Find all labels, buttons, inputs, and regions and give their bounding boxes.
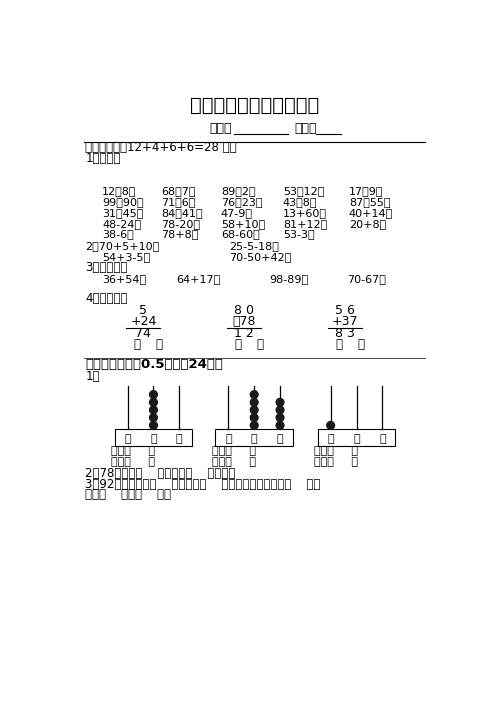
Text: 个: 个 xyxy=(176,434,183,444)
Text: －78: －78 xyxy=(232,315,256,329)
Text: 99－90－: 99－90－ xyxy=(102,197,144,207)
Text: +24: +24 xyxy=(130,315,157,329)
Circle shape xyxy=(150,399,157,406)
Text: 写作（     ）: 写作（ ） xyxy=(212,446,255,456)
Text: 68＋7－: 68＋7－ xyxy=(161,186,196,197)
Text: +37: +37 xyxy=(332,315,358,329)
Text: 68-60－: 68-60－ xyxy=(221,230,259,239)
Text: 31＋45－: 31＋45－ xyxy=(102,208,144,218)
Text: 十: 十 xyxy=(251,434,257,444)
Text: 38-6－: 38-6－ xyxy=(102,230,134,239)
Text: 3、竖式计算: 3、竖式计算 xyxy=(85,261,127,274)
Text: 二、填空（每空0.5分，共24分）: 二、填空（每空0.5分，共24分） xyxy=(85,357,223,371)
Text: 76＋23－: 76＋23－ xyxy=(221,197,262,207)
Text: 写作（     ）: 写作（ ） xyxy=(314,446,358,456)
Text: 64+17－: 64+17－ xyxy=(177,274,221,284)
Text: 8 3: 8 3 xyxy=(335,327,355,340)
Circle shape xyxy=(250,413,258,421)
Text: 一、计算。（12+4+6+6=28 分）: 一、计算。（12+4+6+6=28 分） xyxy=(85,141,237,154)
Circle shape xyxy=(276,421,284,429)
Text: 25-5-18－: 25-5-18－ xyxy=(229,241,278,251)
Text: （    ）: （ ） xyxy=(235,338,264,350)
Text: 百: 百 xyxy=(225,434,232,444)
Text: 84－41－: 84－41－ xyxy=(161,208,203,218)
Text: 87－55－: 87－55－ xyxy=(349,197,390,207)
Text: 十: 十 xyxy=(150,434,157,444)
Text: 读作（     ）: 读作（ ） xyxy=(111,456,155,467)
Text: 表示（    ）个（    ）。: 表示（ ）个（ ）。 xyxy=(85,489,171,501)
Circle shape xyxy=(250,391,258,399)
Text: 2、78里面有（    ）个十和（    ）个一。: 2、78里面有（ ）个十和（ ）个一。 xyxy=(85,467,236,480)
Text: 48-24－: 48-24－ xyxy=(102,219,141,229)
Text: 13+60－: 13+60－ xyxy=(283,208,327,218)
Text: 53-3－: 53-3－ xyxy=(283,230,314,239)
Text: 5: 5 xyxy=(139,304,147,317)
Text: 8 0: 8 0 xyxy=(234,304,254,317)
Circle shape xyxy=(150,413,157,421)
Text: （    ）: （ ） xyxy=(336,338,365,350)
Text: 20+8－: 20+8－ xyxy=(349,219,386,229)
Text: 十: 十 xyxy=(353,434,360,444)
Text: 98-89－: 98-89－ xyxy=(270,274,309,284)
Bar xyxy=(318,429,395,446)
Text: 53－12－: 53－12－ xyxy=(283,186,324,197)
Text: 74: 74 xyxy=(135,327,151,340)
Text: 70-67－: 70-67－ xyxy=(347,274,386,284)
Text: 4、病题门诊: 4、病题门诊 xyxy=(85,292,128,305)
Text: 89＋2－: 89＋2－ xyxy=(221,186,255,197)
Circle shape xyxy=(250,421,258,429)
Text: 78-20－: 78-20－ xyxy=(161,219,200,229)
Text: 1 2: 1 2 xyxy=(234,327,254,340)
Text: 个: 个 xyxy=(379,434,386,444)
Text: 36+54－: 36+54－ xyxy=(102,274,146,284)
Text: 姓名：: 姓名： xyxy=(295,122,317,135)
Text: 70-50+42－: 70-50+42－ xyxy=(229,252,291,262)
Text: 读作（     ）: 读作（ ） xyxy=(314,456,358,467)
Text: 78+8－: 78+8－ xyxy=(161,230,198,239)
Circle shape xyxy=(250,399,258,406)
Circle shape xyxy=(276,399,284,406)
Text: 个: 个 xyxy=(277,434,283,444)
Text: 一年级数学下册期末试卷: 一年级数学下册期末试卷 xyxy=(189,96,319,115)
Text: （    ）: （ ） xyxy=(134,338,163,350)
Text: 百: 百 xyxy=(327,434,334,444)
Text: 58+10－: 58+10－ xyxy=(221,219,265,229)
Bar xyxy=(215,429,293,446)
Text: 71－6－: 71－6－ xyxy=(161,197,195,207)
Text: 43＋8－: 43＋8－ xyxy=(283,197,317,207)
Text: 54+3-5－: 54+3-5－ xyxy=(102,252,150,262)
Text: 47-9－: 47-9－ xyxy=(221,208,253,218)
Circle shape xyxy=(250,406,258,413)
Text: 百: 百 xyxy=(124,434,131,444)
Circle shape xyxy=(276,413,284,421)
Bar xyxy=(115,429,192,446)
Text: 1、: 1、 xyxy=(85,370,100,383)
Text: 3、92十位上数是（    ），表示（    ）个十，个位上数是（    ），: 3、92十位上数是（ ），表示（ ）个十，个位上数是（ ）， xyxy=(85,478,320,491)
Circle shape xyxy=(276,406,284,413)
Text: 1、口算。: 1、口算。 xyxy=(85,152,121,165)
Circle shape xyxy=(150,421,157,429)
Circle shape xyxy=(150,391,157,399)
Text: 写作（     ）: 写作（ ） xyxy=(111,446,155,456)
Text: 班级：: 班级： xyxy=(209,122,232,135)
Circle shape xyxy=(150,406,157,413)
Text: 12－8－: 12－8－ xyxy=(102,186,137,197)
Text: 40+14－: 40+14－ xyxy=(349,208,393,218)
Text: 2、70+5+10－: 2、70+5+10－ xyxy=(85,241,160,251)
Text: 5 6: 5 6 xyxy=(335,304,355,317)
Text: 17＋9－: 17＋9－ xyxy=(349,186,383,197)
Text: 读作（     ）: 读作（ ） xyxy=(212,456,255,467)
Circle shape xyxy=(327,421,334,429)
Text: 81+12－: 81+12－ xyxy=(283,219,327,229)
